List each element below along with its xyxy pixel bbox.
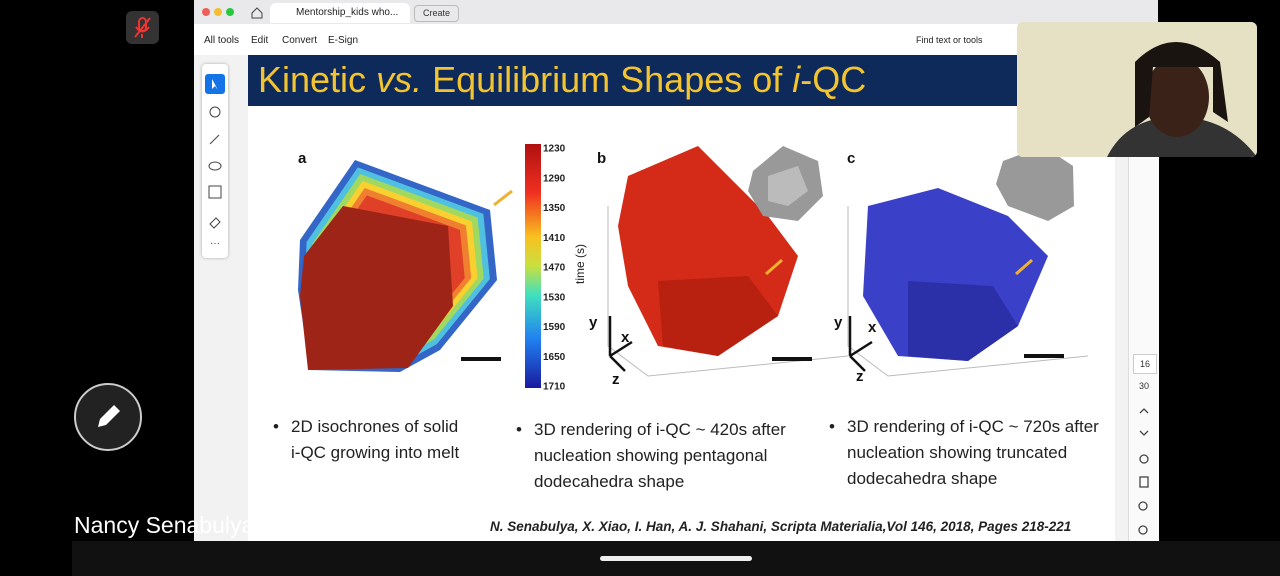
panel-label: c	[847, 150, 855, 167]
bullet-line: i-QC growing into melt	[291, 443, 460, 462]
colorbar-tick: 1290	[543, 173, 566, 184]
axis-label: x	[868, 319, 877, 336]
colorbar-tick: 1530	[543, 292, 566, 303]
bullet-text: 2D isochrones of solid i-QC growing into …	[291, 414, 459, 466]
colorbar-tick: 1650	[543, 352, 566, 363]
axis-glyphs	[608, 316, 873, 372]
colorbar-tick: 1590	[543, 322, 566, 333]
sidebar-icons	[1138, 408, 1149, 535]
bullet-text: 3D rendering of i-QC ~ 720s after nucleat…	[847, 414, 1099, 492]
colorbar	[525, 144, 541, 388]
webcam-video	[1017, 22, 1257, 157]
slide-title: Kinetic vs. Equilibrium Shapes of i-QC	[258, 58, 866, 102]
menu-item[interactable]: E-Sign	[328, 35, 359, 46]
render-c	[847, 146, 1089, 377]
webcam-tile	[1017, 22, 1257, 157]
bullet: •	[516, 420, 522, 439]
tool-panel: ···	[202, 64, 228, 258]
home-indicator	[600, 556, 752, 561]
bullet: •	[273, 417, 279, 436]
svg-text:···: ···	[210, 238, 220, 249]
bullet-line: nucleation showing pentagonal	[534, 446, 768, 465]
panel-label: a	[298, 150, 307, 167]
title-text: -QC	[800, 59, 867, 100]
citation: N. Senabulya, X. Xiao, I. Han, A. J. Sha…	[490, 519, 1072, 534]
tool-icons: ···	[205, 74, 225, 249]
slide-title-bar	[248, 55, 1115, 106]
bullet: •	[829, 417, 835, 436]
bullet-line: dodecahedra shape	[847, 469, 998, 488]
colorbar-tick: 1710	[543, 382, 566, 393]
bullet-line: nucleation showing truncated	[847, 443, 1068, 462]
bullet-line: dodecahedra shape	[534, 472, 685, 491]
edit-button[interactable]	[74, 383, 142, 451]
title-text: Kinetic	[258, 59, 377, 100]
axis-label: z	[612, 371, 620, 388]
search-tools[interactable]: Find text or tools	[916, 35, 983, 45]
title-text: i	[792, 59, 801, 100]
render-b	[607, 146, 849, 377]
mic-icon	[134, 17, 151, 38]
isochrone-image	[298, 160, 513, 372]
pencil-icon	[98, 405, 120, 427]
axis-label: y	[834, 314, 843, 331]
window-controls	[202, 7, 263, 19]
participant-name: Nancy Senabulya	[74, 512, 255, 538]
toolbar	[194, 24, 1158, 56]
bullet-line: 3D rendering of i-QC ~ 420s after	[534, 420, 786, 439]
axis-label: y	[589, 314, 598, 331]
colorbar-tick: 1230	[543, 144, 566, 155]
bullet-line: 3D rendering of i-QC ~ 720s after	[847, 417, 1099, 436]
figure: 1230 1290 1350 1410 1470 1530 1590 1650 1710 tim…	[298, 144, 1089, 393]
menu-item[interactable]: All tools	[204, 35, 240, 46]
colorbar-tick: 1470	[543, 263, 566, 274]
mute-button[interactable]	[126, 11, 159, 44]
bullet-line: 2D isochrones of solid	[291, 417, 459, 436]
create-button[interactable]: Create	[414, 5, 460, 22]
browser-tab[interactable]: Mentorship_kids who...	[270, 3, 410, 23]
panel-label: b	[597, 150, 606, 167]
colorbar-label: time (s)	[573, 244, 587, 284]
page-count: 30	[1138, 381, 1149, 391]
menu-item[interactable]: Convert	[282, 35, 318, 46]
title-text: vs.	[376, 59, 423, 100]
title-text: Equilibrium Shapes of	[422, 59, 793, 100]
colorbar-tick: 1410	[543, 233, 566, 244]
page-number[interactable]: 16	[1133, 354, 1157, 374]
axis-label: z	[856, 368, 864, 385]
bullet-text: 3D rendering of i-QC ~ 420s after nucleat…	[534, 417, 786, 495]
menu-item[interactable]: Edit	[251, 35, 269, 46]
axis-label: x	[621, 329, 630, 346]
colorbar-tick: 1350	[543, 203, 566, 214]
